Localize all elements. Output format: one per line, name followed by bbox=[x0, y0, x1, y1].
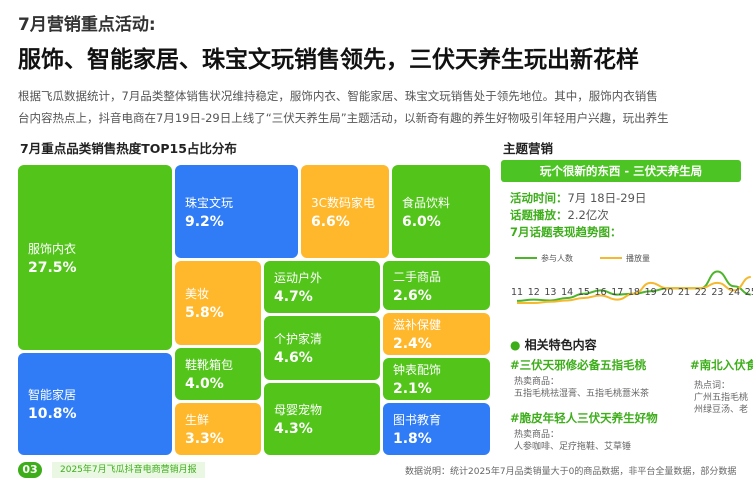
tile-label: 鞋靴箱包 bbox=[185, 358, 234, 372]
treemap-tile: 钟表配饰 2.1% bbox=[383, 358, 490, 400]
tile-label: 生鲜 bbox=[185, 413, 210, 427]
tile-label: 美妆 bbox=[185, 287, 210, 301]
tile-label: 食品饮料 bbox=[402, 195, 451, 210]
tile-value: 9.2% bbox=[185, 213, 224, 230]
x-tick-label: 11 bbox=[511, 287, 524, 298]
tile-value: 2.6% bbox=[393, 287, 432, 304]
intro-line: 根据飞瓜数据统计，7月品类整体销售状况维持稳定，服饰内衣、智能家居、珠宝文玩销售… bbox=[18, 89, 658, 103]
topic-tag: #三伏天邪修必备五指毛桃 bbox=[510, 358, 647, 372]
tile-value: 1.8% bbox=[393, 431, 432, 447]
tile-label: 运动户外 bbox=[274, 271, 323, 285]
trend-chart: 参与人数 播放量 bbox=[515, 253, 751, 304]
series-line bbox=[516, 275, 751, 304]
treemap-tile: 滋补保健 2.4% bbox=[383, 313, 490, 355]
tile-label: 滋补保健 bbox=[393, 318, 442, 332]
tile-label: 珠宝文玩 bbox=[185, 195, 234, 210]
intro-line: 台内容热点上，抖音电商在7月19日-29日上线了“三伏天养生局”主题活动，以新奇… bbox=[18, 111, 669, 125]
x-tick-label: 21 bbox=[678, 287, 691, 298]
treemap-tile: 食品饮料 6.0% bbox=[392, 165, 490, 258]
tile-value: 2.4% bbox=[393, 336, 432, 352]
treemap-tile: 个护家清 4.6% bbox=[264, 316, 380, 380]
related-title: ● 相关特色内容 bbox=[510, 338, 597, 352]
treemap-tile: 珠宝文玩 9.2% bbox=[175, 165, 298, 258]
x-tick-label: 14 bbox=[561, 287, 574, 298]
topic-label: 热卖商品： bbox=[514, 430, 560, 440]
x-tick-label: 20 bbox=[661, 287, 674, 298]
data-note: 数据说明：统计2025年7月品类销量大于0的商品数据，非平台全量数据，部分数据 bbox=[405, 467, 737, 477]
x-tick-label: 17 bbox=[611, 287, 624, 298]
page-number: 03 bbox=[18, 462, 42, 478]
topic-items: 人参咖啡、足疗拖鞋、艾草锤 bbox=[514, 442, 632, 452]
treemap-tile: 运动户外 4.7% bbox=[264, 261, 380, 313]
topic-items: 州绿豆汤、老 bbox=[694, 405, 749, 415]
x-tick-label: 23 bbox=[711, 287, 724, 298]
tile-label: 3C数码家电 bbox=[311, 195, 376, 210]
topic-tag: #南北入伏食 bbox=[690, 358, 753, 372]
theme-banner: 玩个很新的东西 - 三伏天养生局 bbox=[501, 160, 741, 182]
tile-label: 母婴宠物 bbox=[274, 403, 323, 417]
x-tick-label: 25 bbox=[744, 287, 753, 298]
tile-label: 个护家清 bbox=[274, 332, 323, 346]
treemap-tile: 服饰内衣 27.5% bbox=[18, 165, 172, 350]
treemap-tile: 二手商品 2.6% bbox=[383, 261, 490, 310]
treemap-tile: 鞋靴箱包 4.0% bbox=[175, 348, 261, 400]
x-tick-label: 12 bbox=[527, 287, 540, 298]
legend-label: 参与人数 bbox=[541, 253, 573, 263]
tile-value: 4.6% bbox=[274, 350, 313, 366]
tile-value: 4.7% bbox=[274, 289, 313, 305]
tile-value: 4.3% bbox=[274, 421, 313, 437]
topic-tag: #脆皮年轻人三伏天养生好物 bbox=[510, 411, 658, 425]
treemap-tile: 美妆 5.8% bbox=[175, 261, 261, 345]
topic-label: 热卖商品： bbox=[514, 377, 560, 387]
tile-label: 钟表配饰 bbox=[393, 363, 442, 377]
x-tick-label: 22 bbox=[694, 287, 707, 298]
treemap-tile: 母婴宠物 4.3% bbox=[264, 383, 380, 455]
tile-value: 6.0% bbox=[402, 213, 441, 230]
topic-items: 广州五指毛桃 bbox=[694, 393, 749, 403]
tile-label: 图书教育 bbox=[393, 413, 442, 427]
treemap-tile: 图书教育 1.8% bbox=[383, 403, 490, 455]
treemap-tile: 生鲜 3.3% bbox=[175, 403, 261, 455]
treemap-tile: 智能家居 10.8% bbox=[18, 353, 172, 455]
report-name: 2025年7月飞瓜抖音电商营销月报 bbox=[52, 462, 205, 478]
legend-label: 播放量 bbox=[626, 253, 650, 263]
topic-label: 热点词： bbox=[694, 381, 731, 391]
x-tick-label: 13 bbox=[544, 287, 557, 298]
topic-items: 五指毛桃祛湿膏、五指毛桃薏米茶 bbox=[514, 389, 650, 399]
activity-time: 活动时间：7月 18日-29日 bbox=[510, 191, 647, 205]
x-tick-label: 16 bbox=[594, 287, 607, 298]
tile-value: 27.5% bbox=[28, 259, 77, 276]
x-tick-label: 24 bbox=[728, 287, 741, 298]
x-tick-label: 19 bbox=[644, 287, 657, 298]
tile-value: 3.3% bbox=[185, 431, 224, 447]
tile-label: 服饰内衣 bbox=[28, 241, 77, 256]
treemap-tile: 3C数码家电 6.6% bbox=[301, 165, 389, 258]
tile-label: 二手商品 bbox=[393, 269, 442, 284]
page-title: 服饰、智能家居、珠宝文玩销售领先，三伏天养生玩出新花样 bbox=[18, 47, 639, 73]
tile-label: 智能家居 bbox=[28, 388, 77, 402]
tile-value: 2.1% bbox=[393, 381, 432, 397]
x-tick-label: 15 bbox=[577, 287, 590, 298]
treemap-title: 7月重点品类销售热度TOP15占比分布 bbox=[20, 141, 237, 156]
x-tick-label: 18 bbox=[627, 287, 640, 298]
tile-value: 6.6% bbox=[311, 213, 350, 230]
bullet-icon: ● bbox=[510, 338, 521, 352]
kicker-title: 7月营销重点活动: bbox=[18, 15, 156, 35]
tile-value: 10.8% bbox=[28, 406, 77, 422]
topic-plays: 话题播放：2.2亿次 bbox=[510, 208, 609, 222]
tile-value: 4.0% bbox=[185, 376, 224, 392]
theme-title: 主题营销 bbox=[503, 141, 554, 156]
tile-value: 5.8% bbox=[185, 305, 224, 321]
trend-label: 7月话题表现趋势图： bbox=[510, 225, 622, 239]
